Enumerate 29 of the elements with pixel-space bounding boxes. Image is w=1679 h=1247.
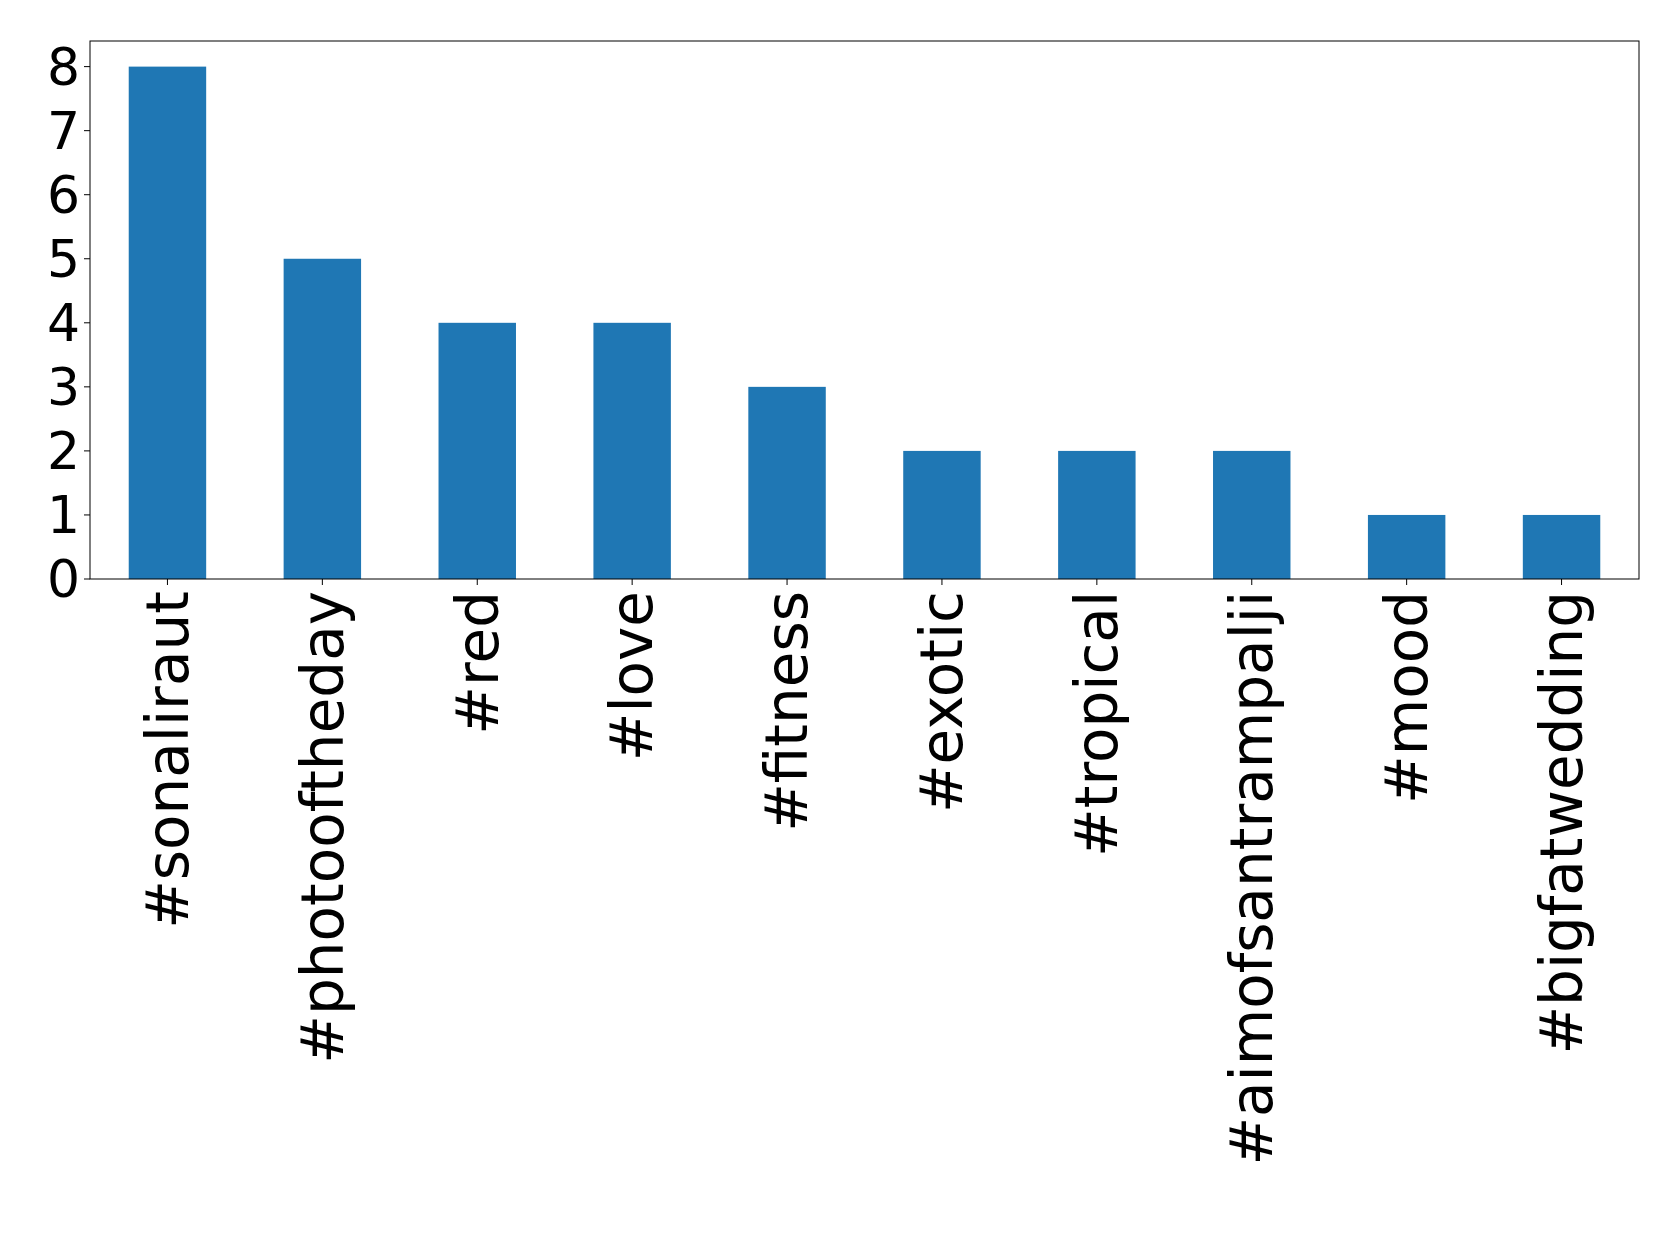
y-tick-label: 8 [46, 36, 80, 97]
x-tick-label: #fitness [753, 591, 822, 832]
bar [1213, 450, 1291, 579]
x-tick-label: #tropical [1063, 591, 1132, 857]
x-tick-label: #aimofsantrampalji [1218, 591, 1287, 1166]
bar [283, 258, 362, 579]
bar [748, 386, 826, 579]
x-tick-label: #sonaliraut [133, 591, 202, 929]
x-tick-label: #red [443, 591, 512, 735]
y-tick-label: 6 [46, 164, 80, 225]
bar [593, 322, 671, 579]
bar [1367, 514, 1446, 579]
x-tick-label: #love [598, 591, 667, 762]
y-tick-label: 1 [46, 485, 80, 546]
bar [1522, 514, 1601, 579]
y-tick-label: 3 [46, 357, 80, 418]
y-tick-label: 0 [46, 549, 80, 610]
x-tick-label: #exotic [908, 591, 977, 814]
y-tick-label: 2 [46, 421, 80, 482]
x-tick-label: #photooftheday [288, 591, 357, 1064]
x-tick-label: #mood [1372, 591, 1441, 804]
y-tick-label: 7 [46, 100, 80, 161]
bar [903, 450, 981, 579]
y-tick-label: 4 [46, 293, 80, 354]
bar [128, 66, 207, 579]
x-tick-label: #bigfatwedding [1527, 591, 1596, 1055]
bar [438, 322, 516, 579]
bar [1058, 450, 1136, 579]
y-tick-label: 5 [46, 228, 80, 289]
